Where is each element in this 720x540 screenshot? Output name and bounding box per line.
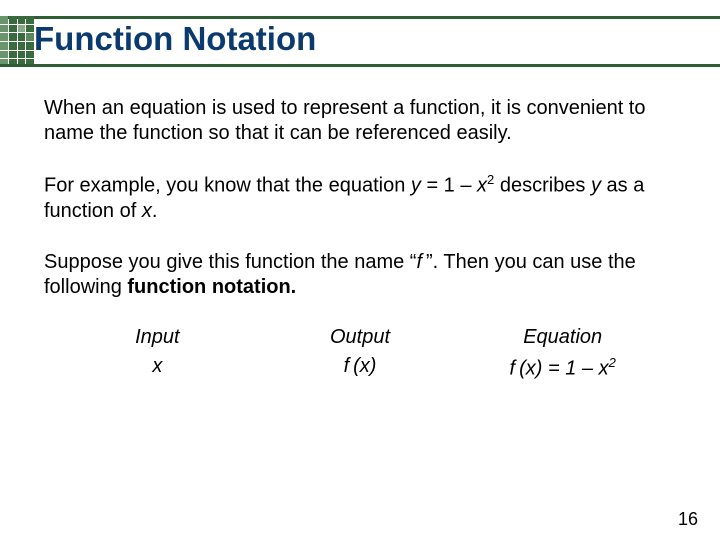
paragraph-2: For example, you know that the equation … — [44, 172, 676, 224]
corner-pattern-icon — [0, 16, 34, 67]
slide-title: Function Notation — [34, 20, 316, 58]
col-equation-head: Equation — [461, 326, 664, 349]
col-equation-sup: 2 — [609, 355, 616, 370]
p2-var-y: y — [411, 175, 421, 197]
col-output: Output f (x) — [259, 326, 462, 381]
paragraph-3: Suppose you give this function the name … — [44, 250, 676, 300]
p3-bold: function notation. — [127, 276, 296, 298]
slide-header: Function Notation — [0, 0, 720, 72]
p3-var-f: f — [416, 251, 426, 273]
header-top-rule — [0, 16, 720, 19]
p2-text-d: . — [152, 200, 158, 222]
slide-body: When an equation is used to represent a … — [0, 72, 720, 380]
header-bottom-rule — [0, 64, 720, 67]
col-equation-val: f (x) = 1 – x2 — [461, 355, 664, 381]
col-input-val: x — [56, 355, 259, 378]
p2-var-y2: y — [591, 175, 601, 197]
paragraph-1: When an equation is used to represent a … — [44, 96, 676, 146]
p2-eq: = 1 – — [421, 175, 477, 197]
p2-var-x: x — [477, 175, 487, 197]
p2-text-b: describes — [494, 175, 591, 197]
p3-text-a: Suppose you give this function the name … — [44, 251, 416, 273]
p2-text-a: For example, you know that the equation — [44, 175, 411, 197]
col-output-val: f (x) — [259, 355, 462, 378]
p2-var-x2: x — [142, 200, 152, 222]
col-input-head: Input — [56, 326, 259, 349]
col-input: Input x — [56, 326, 259, 381]
notation-columns: Input x Output f (x) Equation f (x) = 1 … — [44, 326, 676, 381]
page-number: 16 — [678, 509, 698, 530]
col-equation-expr: f (x) = 1 – x — [510, 357, 609, 379]
col-equation: Equation f (x) = 1 – x2 — [461, 326, 664, 381]
col-output-head: Output — [259, 326, 462, 349]
